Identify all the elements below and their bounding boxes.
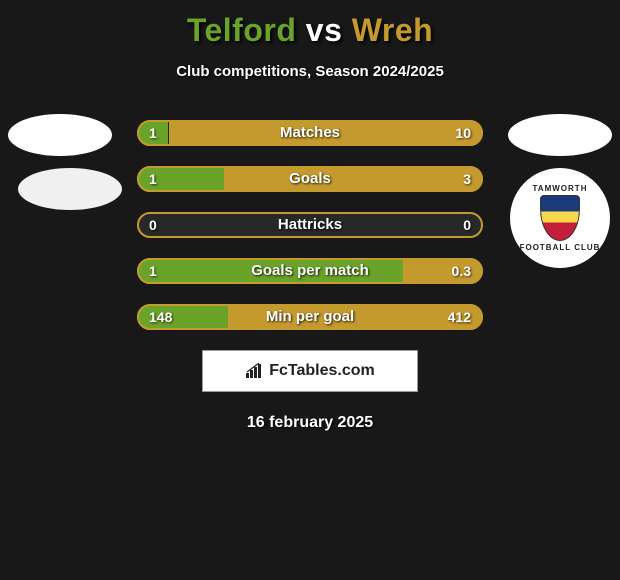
stats-container: 110Matches 13Goals 00Hattricks 10.3Goals pe… (0, 120, 620, 432)
stat-label: Matches (137, 120, 483, 146)
title-left: Telford (187, 12, 297, 48)
stat-row: 00Hattricks (137, 212, 483, 238)
title-right: Wreh (352, 12, 433, 48)
chart-icon (245, 363, 265, 379)
title-vs: vs (296, 12, 351, 48)
page-title: Telford vs Wreh (0, 0, 620, 49)
stat-row: 148412Min per goal (137, 304, 483, 330)
date-text: 16 february 2025 (0, 414, 620, 432)
subtitle: Club competitions, Season 2024/2025 (0, 63, 620, 80)
stat-label: Goals per match (137, 258, 483, 284)
stat-row: 110Matches (137, 120, 483, 146)
stat-row: 13Goals (137, 166, 483, 192)
stat-label: Hattricks (137, 212, 483, 238)
stat-label: Min per goal (137, 304, 483, 330)
footer-logo-text: FcTables.com (269, 362, 375, 380)
stat-row: 10.3Goals per match (137, 258, 483, 284)
bars-list: 110Matches 13Goals 00Hattricks 10.3Goals pe… (137, 120, 483, 330)
stat-label: Goals (137, 166, 483, 192)
footer-logo-box[interactable]: FcTables.com (202, 350, 418, 392)
